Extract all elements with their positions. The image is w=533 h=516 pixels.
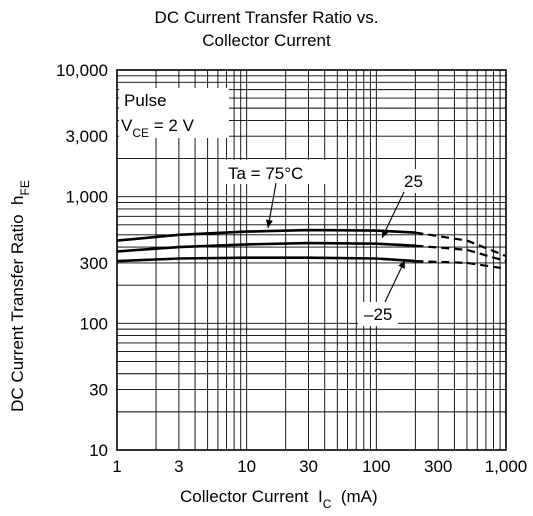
chart-title-line2: Collector Current (202, 31, 331, 50)
x-tick-label: 100 (362, 457, 390, 476)
x-axis-symbol-sub: C (322, 497, 332, 511)
y-axis-label-text: DC Current Transfer Ratio (8, 214, 27, 412)
y-axis-symbol-sub: FE (18, 180, 32, 196)
x-tick-label: 30 (299, 457, 318, 476)
y-tick-label: 30 (89, 381, 108, 400)
condition-vce-main: V (121, 116, 133, 135)
y-tick-label: 100 (80, 314, 108, 333)
series-label-0: Ta = 75°C (228, 164, 303, 183)
series-arrowhead-2 (398, 260, 405, 269)
series-dashed-2 (415, 260, 507, 270)
series-line-2 (116, 256, 416, 263)
condition-pulse: Pulse (124, 91, 167, 111)
y-tick-label: 10 (89, 441, 108, 460)
series-dashed-1 (415, 244, 507, 263)
series-label-bg-0 (224, 160, 334, 184)
series-dashed-0 (415, 231, 507, 258)
x-tick-label: 10 (237, 457, 256, 476)
series-arrowhead-1 (382, 229, 389, 238)
y-axis-label: DC Current Transfer Ratio hFE (8, 180, 32, 412)
x-axis-symbol: I (317, 487, 323, 506)
y-tick-label: 3,000 (65, 127, 108, 146)
x-axis-unit: (mA) (340, 487, 378, 506)
x-tick-label: 1 (112, 457, 121, 476)
y-axis-symbol: h (8, 195, 27, 205)
series-leader-1 (381, 191, 405, 239)
condition-vce-rest: = 2 V (149, 116, 194, 135)
x-axis-label-text: Collector Current (180, 487, 309, 506)
x-tick-label: 1,000 (485, 457, 528, 476)
series-label-2: –25 (364, 305, 392, 324)
y-tick-label: 10,000 (56, 61, 108, 80)
x-tick-label: 3 (174, 457, 183, 476)
condition-vce-sub: CE (132, 126, 150, 140)
x-axis-label: Collector Current IC (mA) (180, 487, 378, 511)
series-label-1: 25 (404, 172, 423, 191)
x-tick-label: 300 (424, 457, 452, 476)
series-arrowhead-0 (265, 219, 273, 228)
series-label-bg-1 (398, 169, 430, 193)
condition-vce: VCE = 2 V (121, 116, 194, 140)
y-tick-label: 1,000 (65, 188, 108, 207)
y-tick-label: 300 (80, 254, 108, 273)
series-label-bg-2 (358, 302, 398, 326)
chart-title-line1: DC Current Transfer Ratio vs. (154, 8, 379, 27)
series-line-1 (116, 241, 416, 253)
